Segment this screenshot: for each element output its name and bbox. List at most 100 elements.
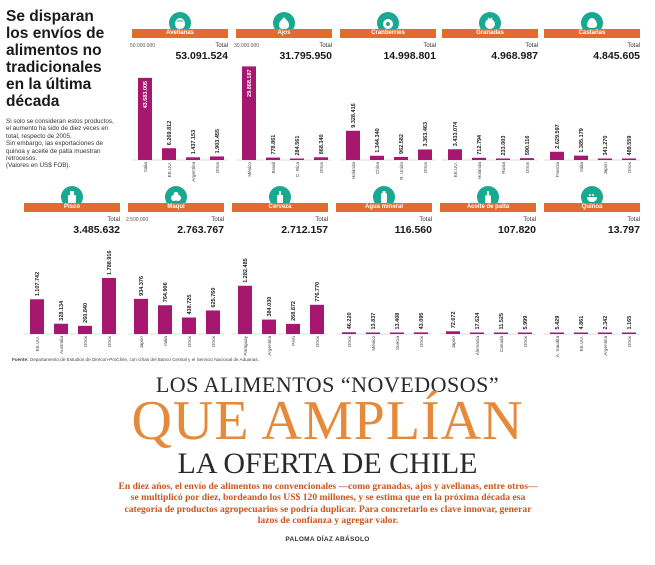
- bar-value-label: 5.999: [523, 316, 529, 330]
- category-label: EE.UU.: [35, 336, 40, 351]
- category-label: Perú: [291, 336, 296, 346]
- bar-value-label: 4.861: [579, 316, 585, 330]
- bar-value-label: 268.872: [291, 301, 297, 321]
- bar-value-label: 260.840: [83, 303, 89, 323]
- bar: [496, 158, 510, 160]
- bar-chart: 29.868.187 México 778.861 Brasil 284.561 C. R…: [236, 66, 332, 177]
- bar: [206, 310, 220, 334]
- bar: [314, 157, 328, 160]
- category-label: Australia: [59, 336, 64, 354]
- bar: [158, 305, 172, 334]
- category-label: EE.UU.: [579, 336, 584, 351]
- y-max-label: 30.000.000: [234, 43, 260, 49]
- category-label: Otros: [627, 161, 632, 173]
- bar-value-label: 3.363.463: [423, 122, 429, 146]
- bar-value-label: 776.770: [315, 282, 321, 302]
- total-value: 31.795.950: [279, 50, 332, 62]
- bar-value-label: 590.116: [525, 136, 531, 156]
- bar-value-label: 778.861: [271, 135, 277, 155]
- bar: [598, 332, 612, 334]
- article-body: En diez años, el envío de alimentos no c…: [118, 481, 538, 526]
- chart-title: Granadas: [442, 29, 538, 38]
- category-label: Japón: [139, 336, 144, 349]
- maqui-berry-icon: [165, 186, 187, 208]
- bar: [390, 332, 404, 334]
- bar: [138, 77, 152, 160]
- chart-panel: Castañas Total 4.845.605 2.629.597 Francia 1.…: [544, 12, 640, 182]
- total-value: 3.485.632: [73, 224, 120, 236]
- category-label: Suecia: [395, 336, 400, 350]
- total-label: Total: [627, 217, 640, 223]
- bar-value-label: 2.342: [603, 316, 609, 330]
- source-text: Departamento de Estudios de Direcon-ProC…: [29, 357, 259, 362]
- lede-line: Sin embargo, las exportaciones de quinoa…: [6, 140, 103, 163]
- headline: Se disparan los envíos de alimentos no t…: [6, 8, 105, 110]
- bar: [494, 332, 508, 334]
- bar-value-label: 764.906: [163, 282, 169, 302]
- bar: [310, 304, 324, 334]
- category-label: Brasil: [271, 162, 276, 174]
- total-value: 53.091.524: [175, 50, 228, 62]
- total-value: 14.998.801: [383, 50, 436, 62]
- category-label: Holanda: [351, 162, 356, 180]
- lede-line: Si solo se consideran estos productos, e…: [6, 118, 114, 140]
- bar: [472, 157, 486, 160]
- category-label: Holanda: [477, 162, 482, 180]
- category-label: Argentina: [191, 162, 196, 182]
- bar: [54, 323, 68, 334]
- bar: [518, 332, 532, 334]
- total-label: Total: [423, 43, 436, 49]
- source-label: Fuente:: [12, 357, 29, 362]
- bar: [622, 158, 636, 160]
- article-kicker: LOS ALIMENTOS “NOVEDOSOS”: [155, 372, 500, 397]
- bar: [622, 332, 636, 334]
- category-label: Otros: [215, 161, 220, 173]
- bar-chart: 1.282.485 Paraguay 384.030 Argentina 268.872…: [232, 258, 328, 356]
- bar: [414, 332, 428, 334]
- total-value: 13.797: [607, 224, 640, 236]
- bar-value-label: 1.903.455: [215, 129, 221, 153]
- bar: [102, 277, 116, 334]
- chart-title: Quinoa: [544, 203, 640, 212]
- total-label: Total: [523, 217, 536, 223]
- bar-value-label: 43.095: [419, 313, 425, 330]
- category-label: Japón: [603, 162, 608, 175]
- bar: [448, 149, 462, 160]
- bar-chart: 9.328.416 Holanda 1.344.340 China 962.582 R. …: [340, 103, 436, 180]
- category-label: Otros: [347, 335, 352, 347]
- category-label: C. Rica: [295, 162, 300, 178]
- chart-panel: Cerveza Total 2.712.157 1.282.485 Paraguay 38…: [232, 186, 328, 356]
- bar-value-label: 1.282.485: [243, 258, 249, 282]
- bar-chart: 72.672 Japón 17.624 Alemania 11.525 Canadá 5.9…: [440, 311, 536, 355]
- bar: [574, 332, 588, 334]
- bar: [550, 151, 564, 160]
- bar-value-label: 868.340: [319, 134, 325, 154]
- total-label: Total: [319, 43, 332, 49]
- bar: [574, 155, 588, 160]
- category-label: Francia: [555, 162, 560, 178]
- category-label: EE.UU.: [453, 162, 458, 177]
- bar-value-label: 1.165: [627, 316, 633, 330]
- bar-chart: 5.429 A. Saudita 4.861 EE.UU. 2.342 Argentina…: [544, 316, 640, 357]
- total-value: 2.712.157: [281, 224, 328, 236]
- bar: [370, 155, 384, 160]
- lede: Si solo se consideran estos productos, e…: [6, 118, 118, 170]
- category-label: México: [247, 162, 252, 177]
- bar-value-label: 9.328.416: [351, 103, 357, 127]
- total-label: Total: [107, 217, 120, 223]
- total-value: 4.968.987: [491, 50, 538, 62]
- bar: [290, 158, 304, 160]
- category-label: China: [375, 162, 380, 174]
- pisco-bottle-icon: [61, 186, 83, 208]
- chart-panel: Pisco Total 3.485.632 1.107.742 EE.UU. 328.13…: [24, 186, 120, 356]
- chart-title: Cranberries: [340, 29, 436, 38]
- bar-value-label: 1.788.916: [107, 250, 113, 274]
- category-label: Otros: [525, 161, 530, 173]
- bar: [598, 158, 612, 160]
- chart-title: Ajos: [236, 29, 332, 38]
- beer-bottle-icon: [269, 186, 291, 208]
- bar-value-label: 712.794: [477, 134, 483, 155]
- bar-value-label: 11.525: [499, 313, 505, 330]
- oil-bottle-icon: [477, 186, 499, 208]
- bar: [242, 66, 256, 160]
